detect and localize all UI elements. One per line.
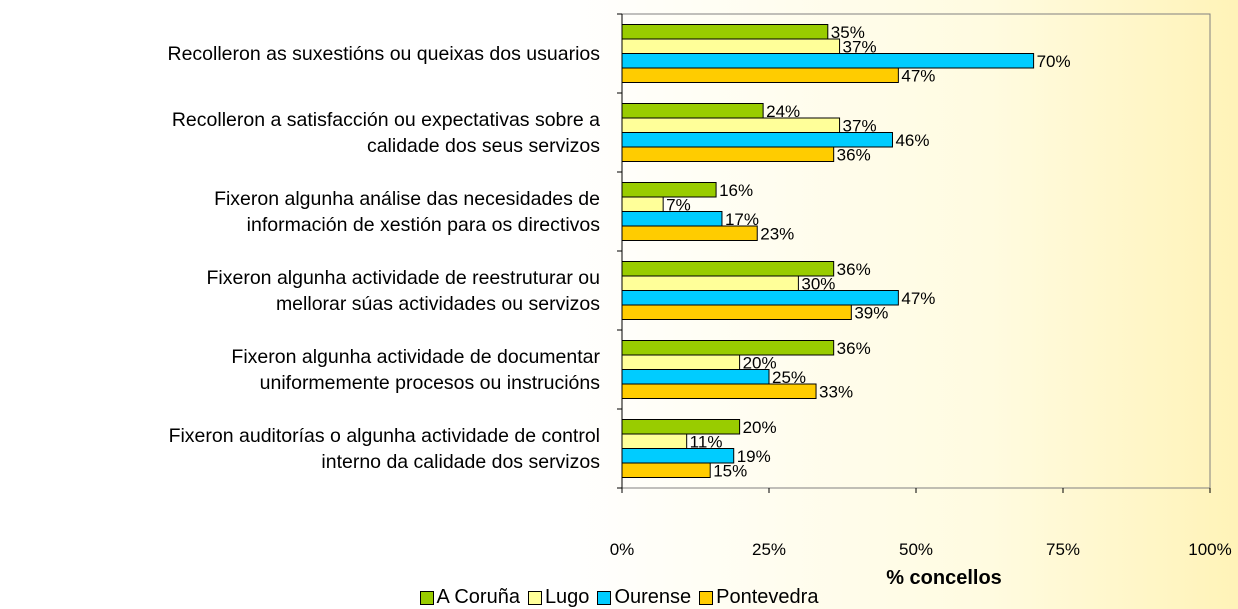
data-label: 37% <box>843 37 877 56</box>
bar <box>621 304 852 320</box>
legend-label: Lugo <box>544 586 590 608</box>
legend: A Coruña Lugo Ourense Pontevedra <box>0 586 1238 609</box>
data-label: 37% <box>843 116 877 135</box>
bar <box>621 38 841 54</box>
bar <box>621 196 664 212</box>
category-label: Fixeron algunha análise das necesidades … <box>214 187 600 236</box>
category-label: Fixeron algunha actividade de documentar… <box>231 345 600 394</box>
x-tick-label: 25% <box>752 540 786 559</box>
data-label: 36% <box>837 260 871 279</box>
data-label: 36% <box>837 145 871 164</box>
category-label: Fixeron algunha actividade de reestrutur… <box>206 266 601 315</box>
legend-swatch <box>419 590 434 605</box>
legend-label: Ourense <box>614 586 692 608</box>
data-label: 16% <box>719 181 753 200</box>
data-label: 11% <box>690 432 723 451</box>
bar <box>621 225 758 241</box>
legend-swatch <box>597 590 612 605</box>
data-label: 70% <box>1037 52 1071 71</box>
category-label: Recolleron a satisfacción ou expectativa… <box>171 108 600 157</box>
bar <box>621 354 741 370</box>
bar <box>621 369 770 385</box>
data-label: 19% <box>737 447 771 466</box>
data-label: 36% <box>837 339 871 358</box>
data-label: 47% <box>901 66 935 85</box>
legend-item: Lugo <box>527 586 590 609</box>
legend-label: A Coruña <box>436 586 520 608</box>
bar <box>621 383 817 399</box>
bar <box>621 433 688 449</box>
x-tick-label: 0% <box>610 540 635 559</box>
bar <box>621 24 829 40</box>
legend-item: Ourense <box>597 586 691 609</box>
legend-item: A Coruña <box>419 586 520 609</box>
legend-swatch <box>699 590 714 605</box>
data-label: 23% <box>760 224 794 243</box>
bar <box>621 462 711 478</box>
bar <box>621 340 835 356</box>
data-label: 25% <box>772 368 806 387</box>
x-tick-label: 100% <box>1188 540 1231 559</box>
bar <box>621 211 723 227</box>
data-label: 15% <box>713 461 747 480</box>
bar <box>621 146 835 162</box>
category-label: Recolleron as suxestións ou queixas dos … <box>167 42 601 65</box>
legend-label: Pontevedra <box>716 586 819 608</box>
bar <box>621 182 717 198</box>
data-label: 30% <box>801 274 835 293</box>
bar <box>621 103 764 119</box>
legend-swatch <box>527 590 542 605</box>
legend-item: Pontevedra <box>699 586 818 609</box>
bar <box>621 53 1035 69</box>
data-label: 46% <box>895 131 929 150</box>
data-label: 24% <box>766 102 800 121</box>
data-label: 7% <box>666 195 691 214</box>
bar <box>621 275 799 291</box>
x-axis-title: % concellos <box>886 567 1002 589</box>
data-label: 20% <box>743 353 777 372</box>
data-label: 35% <box>831 23 865 42</box>
x-tick-label: 75% <box>1046 540 1080 559</box>
category-label: Fixeron auditorías o algunha actividade … <box>168 424 600 473</box>
bar <box>621 117 841 133</box>
data-label: 39% <box>854 303 888 322</box>
data-label: 47% <box>901 289 935 308</box>
data-label: 20% <box>743 418 777 437</box>
bar <box>621 67 899 83</box>
data-label: 17% <box>725 210 759 229</box>
x-tick-label: 50% <box>899 540 933 559</box>
data-label: 33% <box>819 382 853 401</box>
